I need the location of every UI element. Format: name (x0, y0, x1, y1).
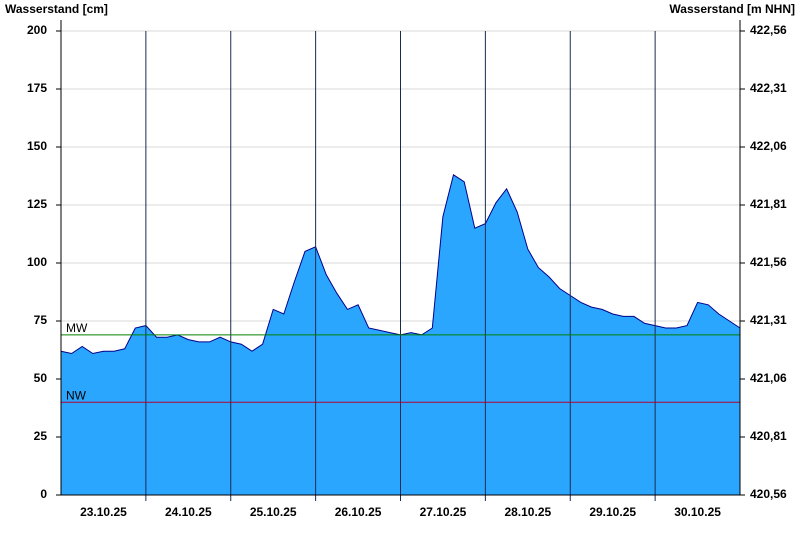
y-tick-label: 150 (27, 139, 47, 153)
x-tick-label: 26.10.25 (335, 505, 382, 519)
reference-label: NW (66, 388, 87, 402)
y2-tick-label: 420,81 (750, 429, 787, 443)
y-tick-label: 200 (27, 23, 47, 37)
x-tick-label: 30.10.25 (674, 505, 721, 519)
x-tick-label: 29.10.25 (589, 505, 636, 519)
y-tick-label: 125 (27, 197, 47, 211)
x-tick-label: 23.10.25 (80, 505, 127, 519)
y2-tick-label: 422,31 (750, 81, 787, 95)
y2-tick-label: 420,56 (750, 487, 787, 501)
x-tick-label: 28.10.25 (504, 505, 551, 519)
y2-tick-label: 422,56 (750, 23, 787, 37)
y-tick-label: 25 (34, 429, 48, 443)
y-axis-title: Wasserstand [cm] (5, 2, 108, 16)
reference-label: MW (66, 321, 88, 335)
y-tick-label: 175 (27, 81, 47, 95)
y-tick-label: 0 (40, 487, 47, 501)
x-tick-label: 25.10.25 (250, 505, 297, 519)
x-tick-label: 27.10.25 (420, 505, 467, 519)
y2-tick-label: 422,06 (750, 139, 787, 153)
x-tick-label: 24.10.25 (165, 505, 212, 519)
y-tick-label: 50 (34, 371, 48, 385)
y2-tick-label: 421,81 (750, 197, 787, 211)
y2-tick-label: 421,31 (750, 313, 787, 327)
y2-axis-title: Wasserstand [m NHN] (669, 2, 795, 16)
y2-tick-label: 421,56 (750, 255, 787, 269)
y2-tick-label: 421,06 (750, 371, 787, 385)
y-tick-label: 100 (27, 255, 47, 269)
y-tick-label: 75 (34, 313, 48, 327)
